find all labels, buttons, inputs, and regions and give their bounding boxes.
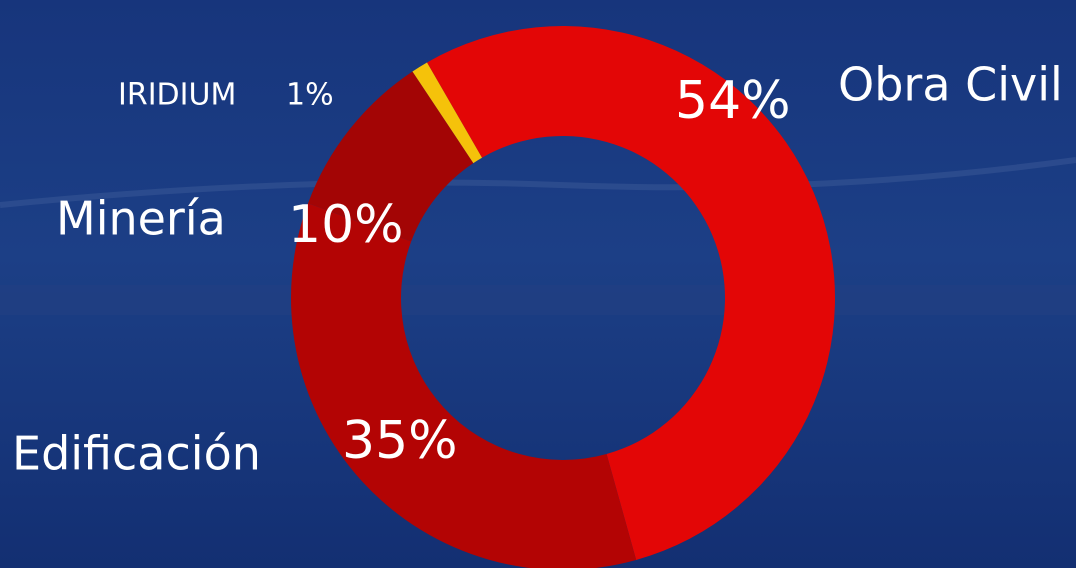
pie-slice — [291, 203, 637, 568]
category-label: Obra Civil — [838, 58, 1063, 112]
bridge-decoration — [0, 157, 1076, 208]
shore-decoration — [0, 285, 1076, 315]
value-label: 54% — [675, 71, 791, 131]
value-label: 35% — [342, 411, 458, 471]
pie-slice — [412, 62, 482, 164]
pie-slice — [427, 26, 835, 560]
pie-slice — [308, 71, 474, 242]
value-label: 1% — [286, 78, 334, 113]
category-label: Minería — [56, 192, 226, 246]
category-label: IRIDIUM — [118, 78, 236, 113]
value-label: 10% — [288, 195, 404, 255]
category-label: Edificación — [12, 427, 261, 481]
